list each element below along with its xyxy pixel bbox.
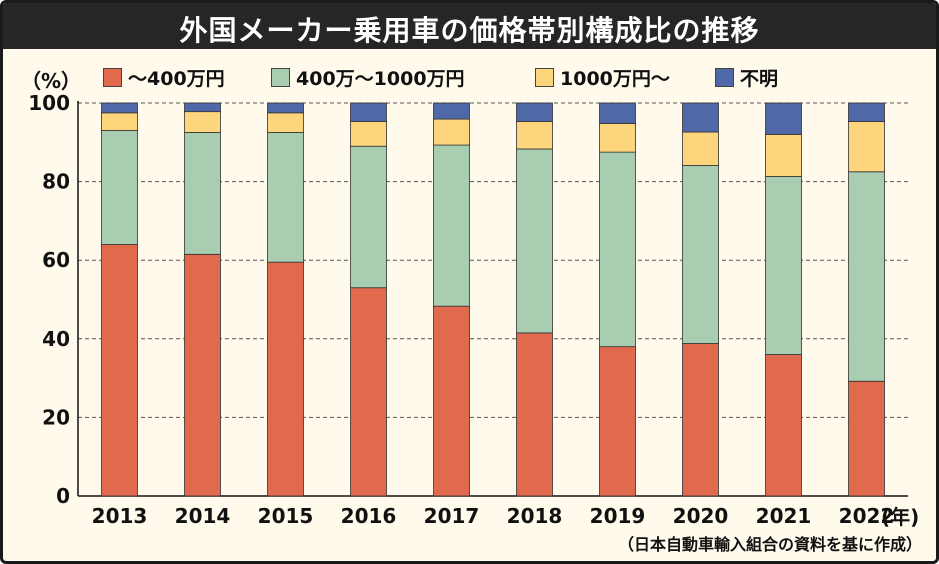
- x-tick-label: 2019: [590, 504, 646, 528]
- bar-segment-low: [184, 253, 221, 497]
- bar-segment-high: [599, 123, 636, 153]
- chart-plot: 0 20 40 60 80 100 2013 2014 2015 2016 2017 2018 2019…: [28, 91, 908, 528]
- bar-segment-mid: [433, 144, 470, 307]
- legend-swatch-unknown: [715, 68, 734, 87]
- bar-segment-unknown: [101, 102, 138, 114]
- bar-segment-mid: [682, 165, 719, 344]
- bar-segment-unknown: [350, 102, 387, 122]
- bar-segment-low: [433, 305, 470, 497]
- bar-segment-high: [765, 134, 802, 177]
- legend-label-high: 1000万円～: [560, 68, 670, 90]
- bar-segment-unknown: [599, 102, 636, 124]
- legend-swatch-mid: [271, 68, 290, 87]
- x-tick-label: 2018: [507, 504, 563, 528]
- x-tick-label: 2013: [92, 504, 148, 528]
- bar-segment-high: [682, 131, 719, 166]
- x-tick-label: 2015: [258, 504, 314, 528]
- bar-segment-high: [350, 121, 387, 147]
- bar-segment-unknown: [433, 102, 470, 120]
- y-tick-label: 0: [56, 484, 70, 508]
- bar-segment-low: [350, 287, 387, 497]
- bar-segment-low: [516, 332, 553, 497]
- bar-segment-low: [599, 346, 636, 497]
- bar-segment-unknown: [267, 102, 304, 114]
- bar-segment-low: [765, 354, 802, 497]
- title-bar: 外国メーカー乗用車の価格帯別構成比の推移: [3, 3, 936, 49]
- bar-segment-mid: [599, 151, 636, 348]
- legend-label-mid: 400万～1000万円: [296, 68, 465, 90]
- x-axis-unit: (年): [881, 505, 920, 529]
- legend-item-low: ～400万円: [103, 64, 225, 91]
- legend-item-high: 1000万円～: [535, 64, 670, 91]
- bar-segment-high: [516, 121, 553, 150]
- bar-segment-low: [848, 380, 885, 497]
- y-axis-unit: （%）: [21, 69, 82, 93]
- legend-label-unknown: 不明: [740, 68, 779, 90]
- legend: ～400万円 400万～1000万円 1000万円～ 不明: [3, 64, 936, 94]
- x-tick-label: 2020: [673, 504, 729, 528]
- bar-segment-mid: [516, 148, 553, 334]
- bar-segment-mid: [267, 132, 304, 263]
- bar-segment-low: [682, 343, 719, 497]
- y-tick-label: 20: [42, 405, 70, 429]
- bar-segment-unknown: [516, 102, 553, 122]
- bar-segment-mid: [101, 130, 138, 245]
- bar-segment-low: [101, 244, 138, 497]
- x-tick-label: 2016: [341, 504, 397, 528]
- bar-segment-unknown: [184, 102, 221, 113]
- bar-segment-high: [267, 112, 304, 133]
- bar-segment-high: [433, 118, 470, 146]
- x-tick-label: 2021: [756, 504, 812, 528]
- bar-segment-low: [267, 261, 304, 497]
- x-tick-label: 2022: [839, 504, 895, 528]
- bar-segment-unknown: [682, 102, 719, 133]
- legend-label-low: ～400万円: [128, 68, 225, 90]
- source-note: （日本自動車輸入組合の資料を基に作成）: [617, 535, 922, 554]
- legend-item-unknown: 不明: [715, 64, 778, 91]
- chart-title: 外国メーカー乗用車の価格帯別構成比の推移: [179, 14, 760, 47]
- bar-segment-unknown: [848, 102, 885, 122]
- bar-segment-mid: [848, 171, 885, 382]
- bar-segment-high: [848, 121, 885, 173]
- bar-segment-unknown: [765, 102, 802, 135]
- bar-segment-mid: [184, 132, 221, 255]
- legend-swatch-high: [535, 68, 554, 87]
- y-tick-label: 40: [42, 327, 70, 351]
- x-tick-label: 2014: [175, 504, 231, 528]
- bar-segment-high: [101, 112, 138, 131]
- y-tick-label: 80: [42, 170, 70, 194]
- bar-segment-mid: [765, 176, 802, 355]
- legend-item-mid: 400万～1000万円: [271, 64, 465, 91]
- bar-segment-high: [184, 111, 221, 133]
- legend-swatch-low: [103, 68, 122, 87]
- y-tick-label: 60: [42, 248, 70, 272]
- y-tick-label: 100: [28, 91, 70, 115]
- bar-segment-mid: [350, 145, 387, 289]
- x-tick-label: 2017: [424, 504, 480, 528]
